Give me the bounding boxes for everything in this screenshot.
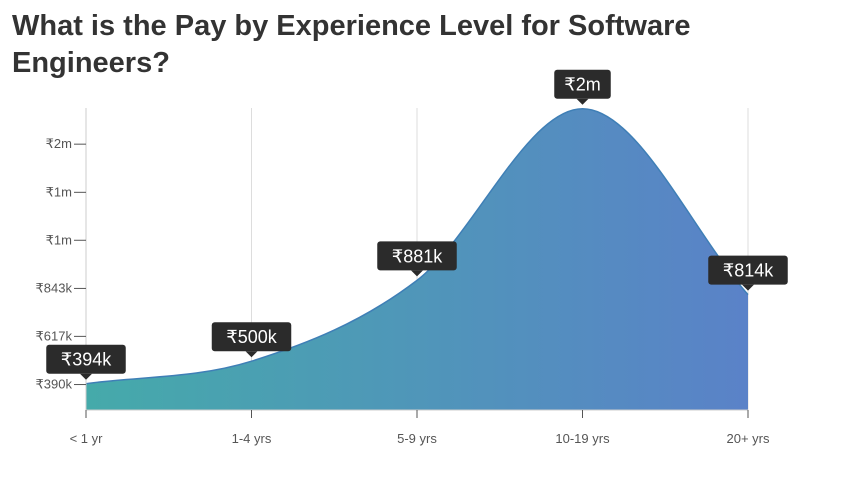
data-label-pointer: [411, 270, 423, 277]
data-label-box: [554, 69, 611, 99]
y-tick-label: ₹1m: [46, 232, 72, 247]
x-tick-label: 5-9 yrs: [397, 431, 437, 446]
y-tick-label: ₹1m: [46, 184, 72, 199]
data-label-pointer: [245, 351, 258, 358]
data-label: ₹814k: [708, 255, 788, 291]
data-label-text: ₹2m: [564, 75, 600, 95]
page-title: What is the Pay by Experience Level for …: [12, 10, 691, 79]
data-label: ₹881k: [377, 241, 457, 277]
y-tick-label: ₹843k: [36, 280, 73, 295]
data-label-pointer: [576, 98, 589, 105]
x-tick-label: < 1 yr: [70, 431, 104, 446]
x-tick-label: 20+ yrs: [727, 431, 770, 446]
data-label: ₹500k: [211, 322, 292, 358]
data-label-box: [46, 344, 126, 374]
x-tick-label: 1-4 yrs: [232, 431, 272, 446]
data-label-box: [211, 322, 292, 352]
salary-area: [86, 108, 748, 410]
data-label-pointer: [742, 284, 754, 291]
data-label-box: [377, 241, 457, 271]
y-tick-label: ₹2m: [46, 136, 72, 151]
x-tick-label: 10-19 yrs: [555, 431, 610, 446]
data-label-box: [708, 255, 788, 285]
data-label: ₹394k: [46, 344, 126, 380]
y-tick-label: ₹617k: [36, 328, 73, 343]
data-label-text: ₹394k: [61, 350, 112, 370]
data-label-pointer: [80, 373, 92, 380]
data-label-text: ₹814k: [723, 261, 774, 281]
data-label-text: ₹500k: [226, 327, 277, 347]
data-label-text: ₹881k: [392, 246, 443, 266]
data-label: ₹2m: [554, 69, 611, 105]
y-tick-label: ₹390k: [36, 377, 73, 392]
